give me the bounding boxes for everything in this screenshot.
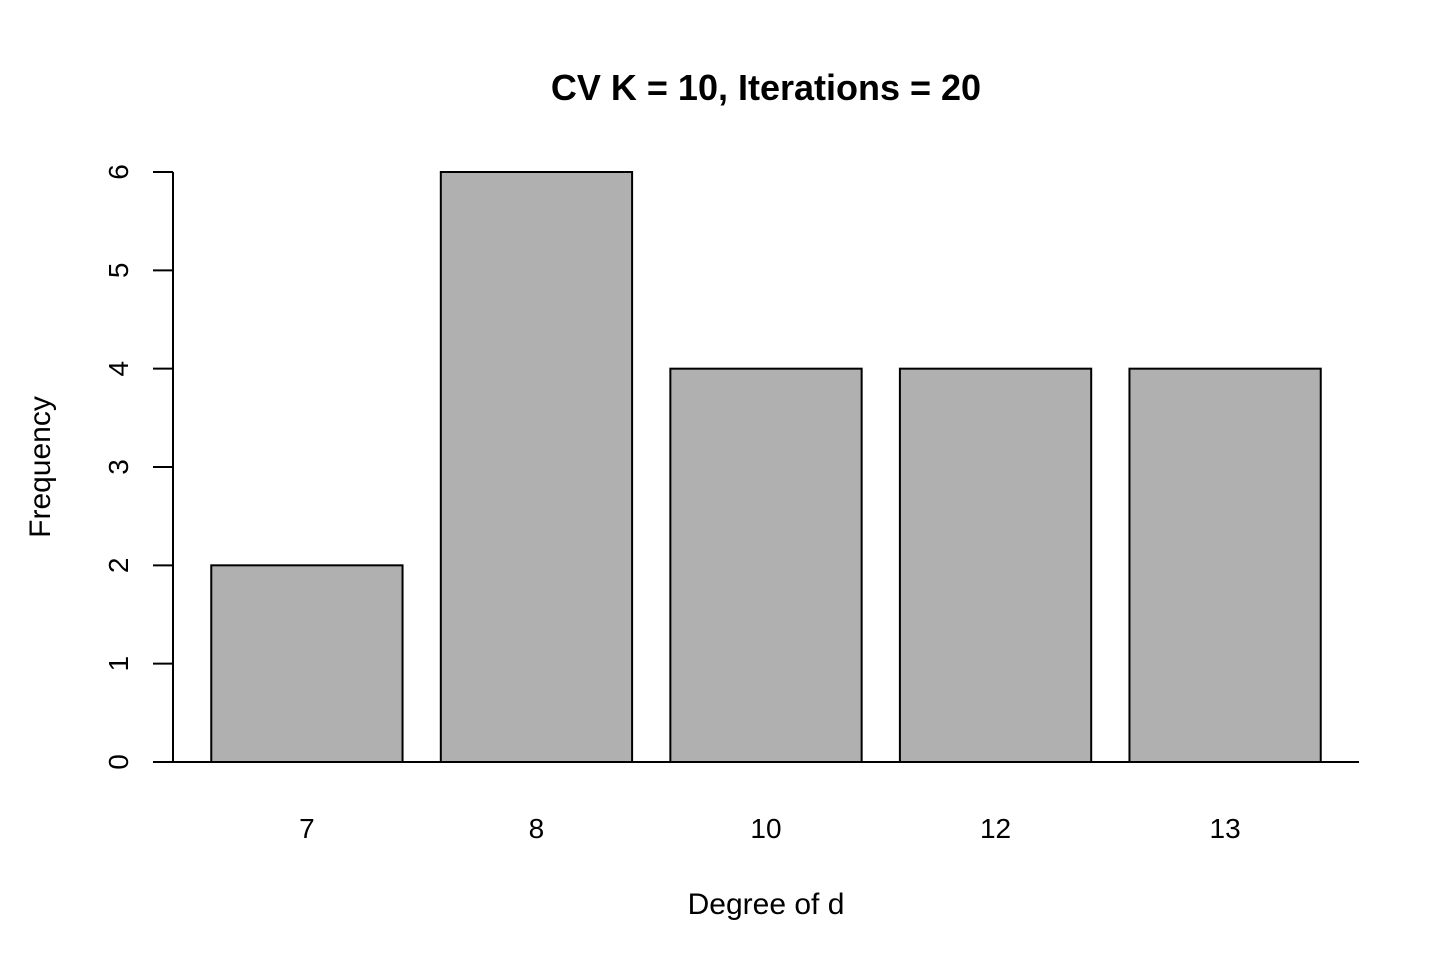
y-tick-label: 5: [103, 263, 134, 279]
y-tick-label: 0: [103, 754, 134, 770]
bar-13: [1128, 367, 1322, 763]
y-tick-label: 1: [103, 656, 134, 672]
x-axis-label: Degree of d: [688, 888, 845, 921]
bars: [210, 171, 1322, 763]
chart-title: CV K = 10, Iterations = 20: [551, 67, 981, 108]
y-tick-label: 2: [103, 558, 134, 574]
y-tick-label: 4: [103, 361, 134, 377]
x-tick-label: 12: [980, 813, 1011, 844]
x-tick-labels: 7 8 10 12 13: [299, 813, 1241, 844]
x-tick-label: 7: [299, 813, 315, 844]
bar-7: [210, 564, 404, 763]
x-tick-label: 10: [750, 813, 781, 844]
x-tick-label: 8: [529, 813, 545, 844]
y-ticks: 0 1 2 3 4 5 6: [103, 164, 173, 770]
y-axis-label: Frequency: [24, 396, 57, 538]
bar-8: [439, 171, 634, 763]
bar-10: [669, 367, 863, 763]
bar-12: [898, 367, 1093, 763]
x-tick-label: 13: [1210, 813, 1241, 844]
y-tick-label: 6: [103, 164, 134, 180]
y-tick-label: 3: [103, 459, 134, 475]
